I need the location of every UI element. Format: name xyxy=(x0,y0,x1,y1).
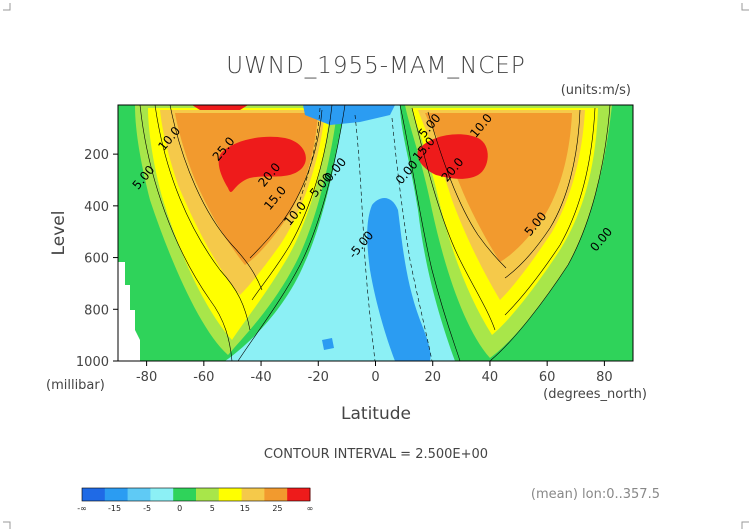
colorbar-swatch xyxy=(196,488,220,501)
colorbar-swatch xyxy=(127,488,151,501)
jet-core-north xyxy=(417,134,488,179)
x-tick-label: 0 xyxy=(371,370,379,385)
colorbar-tick-label: 15 xyxy=(240,504,250,513)
y-unit-label: (millibar) xyxy=(46,378,105,393)
easterly-column xyxy=(367,198,431,361)
y-tick-label: 1000 xyxy=(76,355,109,370)
x-tick-label: -80 xyxy=(136,370,157,385)
colorbar-tick-label: 0 xyxy=(177,504,182,513)
y-axis-title: Level xyxy=(49,211,69,256)
x-axis-title: Latitude xyxy=(341,404,411,424)
colorbar-tick-label: -15 xyxy=(108,504,121,513)
contour-interval-text: CONTOUR INTERVAL = 2.500E+00 xyxy=(264,447,488,462)
colorbar-swatch xyxy=(241,488,265,501)
colorbar-frame xyxy=(81,487,311,502)
footer-note: (mean) lon:0..357.5 xyxy=(531,487,660,502)
y-tick-label: 200 xyxy=(84,148,109,163)
colorbar-swatch xyxy=(218,488,243,501)
chart-title: UWND_1955-MAM_NCEP xyxy=(226,53,525,79)
colorbar-tick-label: 25 xyxy=(272,504,282,513)
jet-core-south xyxy=(218,136,306,193)
colorbar-tick-label: -5 xyxy=(143,504,151,513)
colorbar-tick-label: ∞ xyxy=(307,504,314,513)
x-axis: -80 -60 -40 -20 0 20 40 60 80 xyxy=(136,361,613,385)
x-unit-label: (degrees_north) xyxy=(543,387,647,402)
x-tick-label: -20 xyxy=(308,370,329,385)
x-tick-label: -40 xyxy=(250,370,271,385)
easterly-top xyxy=(303,105,395,125)
missing-data-patch xyxy=(118,262,140,361)
y-axis: 200 400 600 800 1000 xyxy=(76,148,118,370)
corner-marks xyxy=(3,3,749,529)
x-tick-label: 40 xyxy=(482,370,499,385)
colorbar-tick-label: -∞ xyxy=(77,504,87,513)
colorbar-swatch xyxy=(104,488,129,501)
colorbar-swatch xyxy=(82,488,106,501)
units-label: (units:m/s) xyxy=(561,83,631,98)
x-tick-label: 80 xyxy=(596,370,613,385)
y-tick-label: 600 xyxy=(84,252,109,267)
contour-field xyxy=(118,105,633,361)
x-tick-label: 60 xyxy=(539,370,556,385)
colorbar-swatch xyxy=(150,488,174,501)
x-tick-label: 20 xyxy=(424,370,441,385)
y-tick-label: 400 xyxy=(84,200,109,215)
colorbar-swatch xyxy=(264,488,288,501)
colorbar-tick-label: 5 xyxy=(210,504,215,513)
colorbar-swatch xyxy=(287,488,311,501)
top-red-sliver xyxy=(192,105,248,110)
easterly-blob xyxy=(322,338,334,350)
y-tick-label: 800 xyxy=(84,303,109,318)
colorbar-swatch xyxy=(173,488,197,501)
x-tick-label: -60 xyxy=(193,370,214,385)
colorbar: -∞ -15 -5 0 5 15 25 ∞ xyxy=(77,487,314,513)
